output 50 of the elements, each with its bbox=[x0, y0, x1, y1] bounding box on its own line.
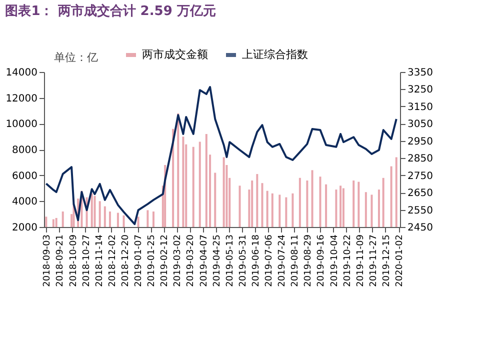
y2-tick-label: 2650 bbox=[408, 188, 433, 200]
x-tick-label: 2018-10-09 bbox=[68, 234, 79, 287]
y2-tick-label: 2850 bbox=[408, 154, 433, 165]
y-tick-label: 8000 bbox=[12, 145, 38, 156]
x-tick-label: 2019-06-18 bbox=[251, 234, 262, 287]
x-tick-label: 2019-09-16 bbox=[316, 234, 327, 287]
y2-tick-label: 2750 bbox=[408, 170, 433, 182]
x-tick-label: 2019-01-25 bbox=[147, 234, 158, 287]
x-tick-label: 2019-07-06 bbox=[264, 234, 275, 287]
y2-tick-label: 3350 bbox=[408, 68, 433, 78]
x-tick-label: 2018-09-21 bbox=[56, 234, 66, 287]
y-tick-label: 6000 bbox=[12, 170, 38, 182]
x-tick-label: 2019-03-20 bbox=[186, 234, 196, 287]
x-tick-label: 2019-07-24 bbox=[278, 234, 288, 287]
y-tick-label: 12000 bbox=[6, 93, 38, 104]
x-tick-label: 2018-10-27 bbox=[82, 234, 92, 287]
y-tick-label: 2000 bbox=[12, 222, 38, 234]
y-tick-label: 4000 bbox=[12, 196, 38, 208]
x-tick-label: 2019-11-27 bbox=[368, 234, 379, 287]
y2-tick-label: 2950 bbox=[408, 136, 433, 148]
y-tick-label: 10000 bbox=[6, 119, 38, 130]
x-tick-label: 2019-03-02 bbox=[173, 234, 184, 287]
y2-tick-label: 2550 bbox=[408, 205, 433, 216]
x-tick-label: 2019-08-29 bbox=[304, 234, 314, 287]
x-tick-label: 2019-04-25 bbox=[212, 234, 222, 287]
x-tick-label: 2019-05-31 bbox=[238, 234, 248, 287]
legend-label: 两市成交金额 bbox=[142, 48, 208, 61]
x-tick-label: 2019-02-12 bbox=[160, 234, 170, 287]
y2-tick-label: 3250 bbox=[408, 84, 433, 96]
y2-tick-label: 2450 bbox=[408, 222, 433, 234]
x-tick-label: 2019-10-22 bbox=[342, 234, 353, 287]
legend-label: 上证综合指数 bbox=[242, 48, 308, 61]
x-tick-label: 2019-05-13 bbox=[225, 234, 236, 287]
x-tick-label: 2020-01-02 bbox=[395, 234, 406, 287]
x-tick-label: 2019-11-09 bbox=[356, 234, 366, 287]
x-tick-label: 2019-04-07 bbox=[199, 234, 210, 287]
x-tick-label: 2018-11-14 bbox=[94, 234, 105, 287]
y2-tick-label: 3050 bbox=[408, 119, 433, 130]
x-tick-label: 2018-12-20 bbox=[120, 234, 131, 287]
x-tick-label: 2019-10-04 bbox=[330, 234, 340, 287]
y2-tick-label: 3150 bbox=[408, 102, 433, 113]
x-tick-label: 2018-09-03 bbox=[42, 234, 53, 287]
line-series bbox=[45, 86, 398, 226]
chart-title: 图表1： 两市成交合计 2.59 万亿元 bbox=[5, 3, 216, 19]
text: 单位：亿 bbox=[54, 51, 98, 64]
x-tick-label: 2019-01-07 bbox=[134, 234, 144, 287]
x-tick-label: 2019-12-15 bbox=[382, 234, 392, 287]
x-tick-label: 2019-08-11 bbox=[290, 234, 301, 287]
y-tick-label: 14000 bbox=[6, 68, 38, 78]
x-tick-label: 2018-12-02 bbox=[108, 234, 118, 287]
